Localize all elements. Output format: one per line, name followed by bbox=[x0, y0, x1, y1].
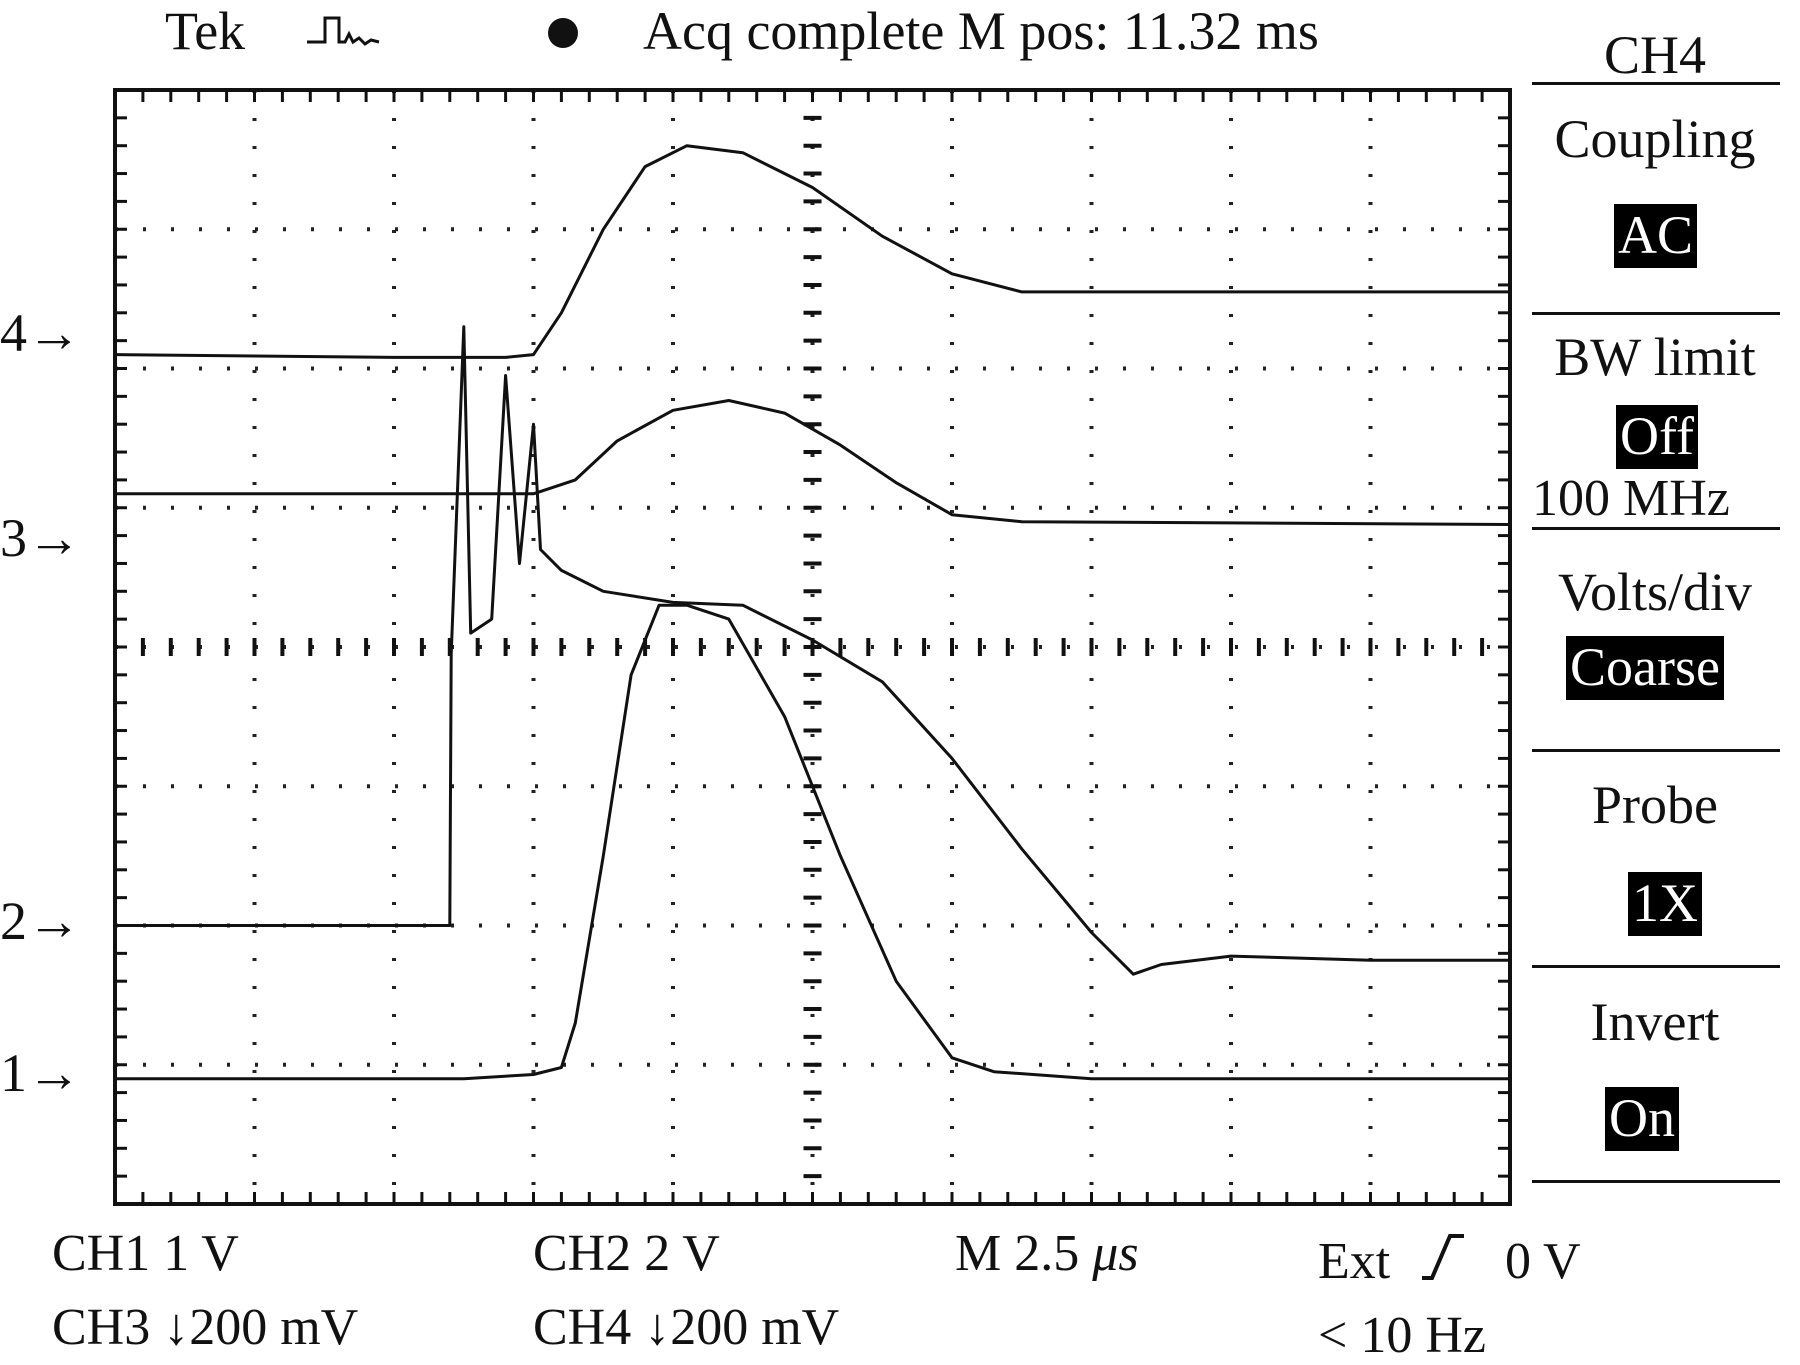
menu-coupling-value[interactable]: AC bbox=[1614, 204, 1698, 268]
trace-ch3 bbox=[115, 399, 1511, 526]
rising-edge-icon bbox=[1422, 1234, 1464, 1280]
menu-volts-div-label[interactable]: Volts/div bbox=[1557, 562, 1753, 622]
menu-invert-label[interactable]: Invert bbox=[1590, 992, 1720, 1052]
menu-coupling-label[interactable]: Coupling bbox=[1554, 109, 1756, 169]
menu-probe-label[interactable]: Probe bbox=[1592, 775, 1718, 835]
channel-1-marker: 1→ bbox=[0, 1043, 81, 1103]
menu-volts-div-value[interactable]: Coarse bbox=[1566, 636, 1724, 700]
channel-3-marker: 3→ bbox=[0, 508, 81, 568]
ch2-scale-readout: CH2 2 V bbox=[533, 1225, 720, 1282]
menu-invert-value[interactable]: On bbox=[1605, 1087, 1679, 1151]
trace-ch2 bbox=[115, 325, 1510, 976]
menu-divider bbox=[1532, 527, 1780, 530]
menu-divider bbox=[1532, 82, 1780, 85]
menu-divider bbox=[1532, 749, 1780, 752]
ch4-scale-readout: CH4 ↓200 mV bbox=[533, 1299, 840, 1356]
acquisition-dot-icon bbox=[548, 18, 578, 48]
menu-channel-title: CH4 bbox=[1603, 25, 1706, 85]
menu-divider bbox=[1532, 1180, 1780, 1183]
channel-2-marker: 2→ bbox=[0, 891, 81, 951]
graticule-grid bbox=[113, 88, 1512, 1206]
trace-ch1 bbox=[115, 603, 1510, 1081]
menu-bw-limit-option[interactable]: 100 MHz bbox=[1532, 470, 1730, 527]
trace-layer bbox=[114, 144, 1511, 1081]
menu-probe-value[interactable]: 1X bbox=[1628, 872, 1702, 936]
ch3-scale-readout: CH3 ↓200 mV bbox=[52, 1299, 359, 1356]
trigger-level-readout: 0 V bbox=[1505, 1233, 1581, 1290]
acquisition-status: Acq complete M pos: 11.32 ms bbox=[643, 1, 1319, 61]
brand-label: Tek bbox=[165, 1, 246, 61]
ch1-scale-readout: CH1 1 V bbox=[52, 1225, 239, 1282]
trigger-source-readout: Ext bbox=[1318, 1233, 1391, 1290]
channel-4-marker: 4→ bbox=[0, 303, 81, 363]
timebase-readout: M 2.5 μs bbox=[955, 1228, 1139, 1280]
pulse-trigger-icon bbox=[307, 16, 380, 46]
menu-divider bbox=[1532, 965, 1780, 968]
menu-bw-limit-value[interactable]: Off bbox=[1616, 405, 1698, 469]
trace-ch4 bbox=[114, 144, 1510, 359]
timebase-unit: μs bbox=[1092, 1225, 1139, 1282]
menu-bw-limit-label[interactable]: BW limit bbox=[1554, 327, 1756, 387]
menu-divider bbox=[1532, 312, 1780, 315]
trigger-frequency-readout: < 10 Hz bbox=[1318, 1307, 1486, 1364]
timebase-value: M 2.5 bbox=[955, 1225, 1093, 1282]
